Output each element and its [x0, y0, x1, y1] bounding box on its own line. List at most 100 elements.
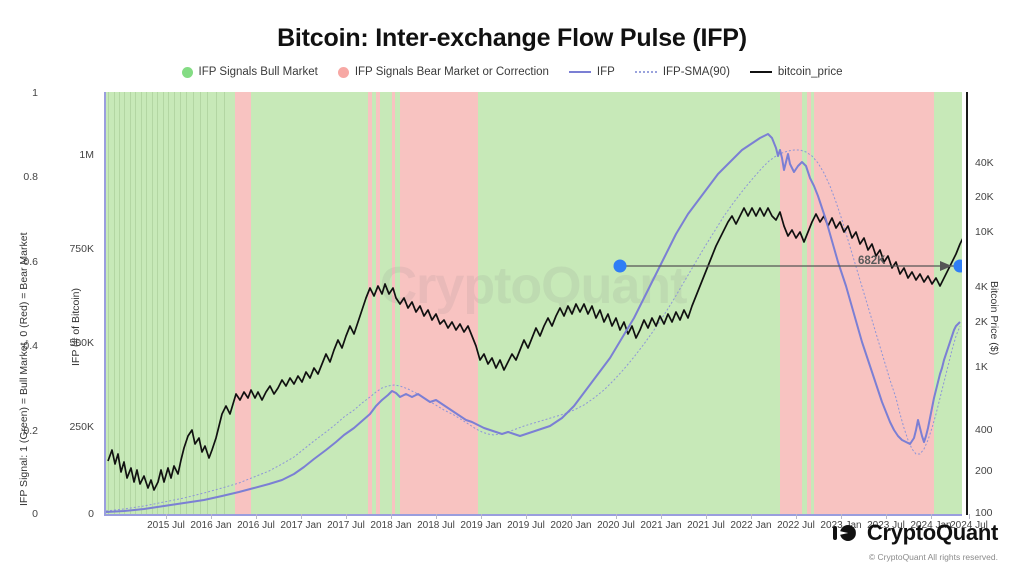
x-tick-2018-jan: 2018 Jan — [370, 520, 412, 531]
x-tick-2021-jul: 2021 Jul — [687, 520, 725, 531]
price-tick-40k: 40K — [975, 157, 994, 169]
annotation-end-dot — [953, 259, 962, 273]
legend-label-bear: IFP Signals Bear Market or Correction — [354, 66, 549, 78]
band-stripe — [224, 92, 226, 514]
legend-label-bull: IFP Signals Bull Market — [198, 66, 318, 78]
band-stripe — [216, 92, 217, 514]
band-stripe — [152, 92, 153, 514]
x-tick-2016-jan: 2016 Jan — [190, 520, 232, 531]
x-tick-2020-jul: 2020 Jul — [597, 520, 635, 531]
band-stripe — [174, 92, 175, 514]
annotation-label: 682K — [858, 255, 886, 267]
band-stripe — [157, 92, 159, 514]
cryptoquant-logo-icon — [832, 524, 859, 542]
ifp-tick-750k: 750K — [69, 243, 94, 255]
annotation-start-dot — [613, 259, 627, 273]
band-stripe — [141, 92, 142, 514]
green-dot-icon — [181, 66, 193, 78]
x-tick-2022-jul: 2022 Jul — [777, 520, 815, 531]
band-stripe — [168, 92, 170, 514]
ifp-axis-title: IFP (# of Bitcoin) — [70, 287, 82, 366]
series-bitcoin-price-line — [107, 207, 962, 491]
brand-logo: CryptoQuant — [832, 520, 998, 546]
x-tick-2023-jul: 2023 Jul — [867, 520, 905, 531]
ifp-tick-250k: 250K — [69, 421, 94, 433]
copyright-text: © CryptoQuant All rights reserved. — [868, 552, 998, 562]
band-bear-2018-01 — [392, 92, 395, 514]
band-stripe — [124, 92, 126, 514]
price-tick-4k: 4K — [975, 281, 988, 293]
black-line-icon — [749, 71, 772, 73]
red-dot-icon — [337, 66, 349, 78]
signal-axis-title: IFP Signal: 1 (Green) = Bull Market, 0 (… — [18, 232, 30, 507]
x-tick-2017-jul: 2017 Jul — [327, 520, 365, 531]
x-tick-2023-jan: 2023 Jan — [820, 520, 862, 531]
x-tick-2018-jul: 2018 Jul — [417, 520, 455, 531]
price-tick-100: 100 — [975, 507, 993, 519]
price-tick-20k: 20K — [975, 191, 994, 203]
band-stripe — [163, 92, 164, 514]
legend-item-ifp-sma[interactable]: IFP-SMA(90) — [634, 66, 730, 78]
signal-tick-0-8: 0.8 — [23, 171, 38, 183]
chart-plot-area[interactable]: CryptoQuant — [104, 92, 962, 514]
solid-line-icon — [568, 71, 591, 73]
legend-item-bear[interactable]: IFP Signals Bear Market or Correction — [337, 66, 549, 78]
x-tick-2022-jan: 2022 Jan — [730, 520, 772, 531]
signal-tick-0-4: 0.4 — [23, 340, 38, 352]
x-axis-spine — [104, 514, 962, 516]
signal-tick-0-2: 0.2 — [23, 425, 38, 437]
price-tick-200: 200 — [975, 465, 993, 477]
signal-tick-0-6: 0.6 — [23, 256, 38, 268]
band-stripe — [114, 92, 116, 514]
x-tick-2024-jan: 2024 Jan — [910, 520, 952, 531]
series-ifp-line — [105, 133, 961, 513]
chart-legend: IFP Signals Bull Market IFP Signals Bear… — [0, 66, 1024, 78]
band-bear-2024 — [914, 92, 934, 514]
band-stripe — [146, 92, 148, 514]
x-tick-2016-jul: 2016 Jul — [237, 520, 275, 531]
band-stripe — [180, 92, 182, 514]
band-stripe — [193, 92, 194, 514]
series-ifp-sma-line — [105, 149, 961, 512]
chart-series — [105, 133, 962, 513]
signal-bands — [104, 92, 962, 514]
price-tick-400: 400 — [975, 424, 993, 436]
ifp-tick-1m: 1M — [79, 149, 94, 161]
legend-item-bull[interactable]: IFP Signals Bull Market — [181, 66, 318, 78]
brand-name: CryptoQuant — [866, 520, 998, 545]
x-tick-2015-jul: 2015 Jul — [147, 520, 185, 531]
x-tick-2019-jan: 2019 Jan — [460, 520, 502, 531]
price-tick-10k: 10K — [975, 226, 994, 238]
band-bear-2021-jun — [807, 92, 811, 514]
legend-label-ifp: IFP — [596, 66, 615, 78]
band-stripe — [130, 92, 131, 514]
ifp-axis-spine — [104, 92, 106, 515]
legend-item-bitcoin-price[interactable]: bitcoin_price — [749, 66, 843, 78]
signal-tick-1: 1 — [32, 87, 38, 99]
band-stripe — [186, 92, 187, 514]
x-tick-2019-jul: 2019 Jul — [507, 520, 545, 531]
ifp-tick-500k: 500K — [69, 337, 94, 349]
x-tick-2024-jul: 2024 Jul — [950, 520, 988, 531]
band-stripe — [135, 92, 137, 514]
band-bear-2017-12b — [376, 92, 380, 514]
annotation-arrow-head — [940, 261, 952, 271]
legend-label-ifp-sma: IFP-SMA(90) — [662, 66, 730, 78]
band-stripe — [119, 92, 120, 514]
legend-label-bitcoin-price: bitcoin_price — [777, 66, 843, 78]
dotted-line-icon — [634, 71, 657, 73]
band-stripe — [108, 92, 110, 514]
price-axis-title: Bitcoin Price ($) — [988, 281, 1000, 356]
band-stripe — [200, 92, 202, 514]
legend-item-ifp[interactable]: IFP — [568, 66, 615, 78]
ifp-tick-0: 0 — [88, 508, 94, 520]
x-tick-2017-jan: 2017 Jan — [280, 520, 322, 531]
band-stripe — [207, 92, 208, 514]
band-bear-2016 — [235, 92, 251, 514]
page-title: Bitcoin: Inter-exchange Flow Pulse (IFP) — [277, 24, 747, 52]
signal-tick-0: 0 — [32, 508, 38, 520]
price-tick-1k: 1K — [975, 361, 988, 373]
band-bear-2021-q2 — [780, 92, 802, 514]
x-tick-2021-jan: 2021 Jan — [640, 520, 682, 531]
x-tick-2020-jan: 2020 Jan — [550, 520, 592, 531]
